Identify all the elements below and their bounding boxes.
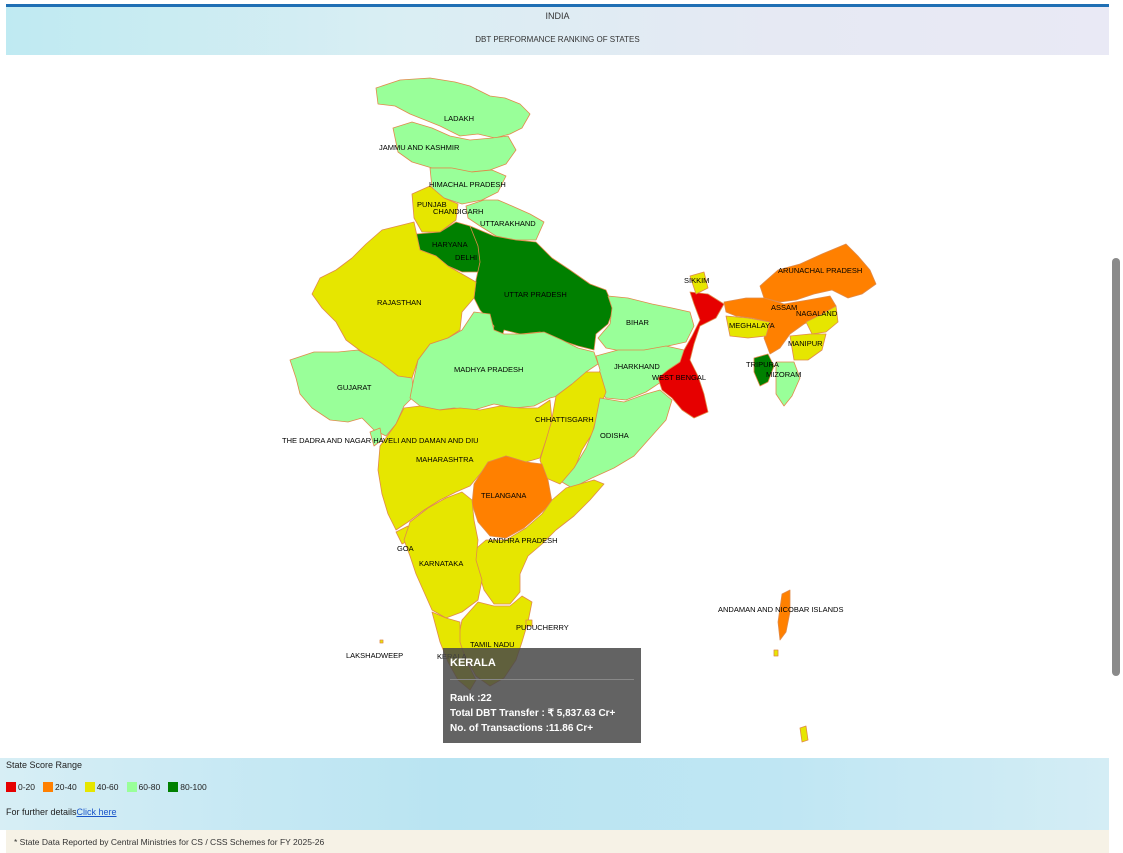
- label-mizoram: MIZORAM: [766, 370, 801, 379]
- label-uttarakhand: UTTARAKHAND: [480, 219, 536, 228]
- label-arunachal-pradesh: ARUNACHAL PRADESH: [778, 266, 862, 275]
- legend-swatch-lightgreen: [126, 782, 137, 792]
- footer-note: * State Data Reported by Central Ministr…: [14, 837, 325, 847]
- legend-swatch-yellow: [84, 782, 95, 792]
- map-header: INDIA DBT PERFORMANCE RANKING OF STATES: [6, 7, 1109, 55]
- legend-items: 0-20 20-40 40-60 60-80 80-100: [6, 782, 207, 792]
- state-uttarakhand[interactable]: [465, 199, 545, 241]
- state-arunachal-pradesh[interactable]: [759, 243, 877, 303]
- label-nagaland: NAGALAND: [796, 309, 838, 318]
- tooltip-rank: Rank :22: [450, 693, 492, 704]
- state-punjab[interactable]: [411, 185, 459, 233]
- nicobar-island: [799, 725, 809, 743]
- legend-label: 40-60: [96, 782, 119, 792]
- label-goa: GOA: [397, 544, 414, 553]
- state-karnataka[interactable]: [403, 491, 483, 619]
- label-west-bengal: WEST BENGAL: [652, 373, 706, 382]
- label-ladakh: LADAKH: [444, 114, 474, 123]
- label-madhya-pradesh: MADHYA PRADESH: [454, 365, 523, 374]
- label-meghalaya: MEGHALAYA: [729, 321, 775, 330]
- label-haryana: HARYANA: [432, 240, 468, 249]
- top-accent-bar: [6, 4, 1109, 7]
- label-punjab: PUNJAB: [417, 200, 447, 209]
- state-ladakh[interactable]: [375, 77, 531, 139]
- state-tripura[interactable]: [753, 353, 775, 387]
- label-lakshadweep: LAKSHADWEEP: [346, 651, 403, 660]
- label-telangana: TELANGANA: [481, 491, 526, 500]
- map-subtitle: DBT PERFORMANCE RANKING OF STATES: [475, 35, 640, 44]
- label-jharkhand: JHARKHAND: [614, 362, 660, 371]
- legend-panel: State Score Range 0-20 20-40 40-60 60-80…: [0, 758, 1109, 830]
- label-jammu-kashmir: JAMMU AND KASHMIR: [379, 143, 460, 152]
- tooltip-state-name: KERALA: [450, 657, 496, 669]
- tooltip-total-transfer: Total DBT Transfer : ₹ 5,837.63 Cr+: [450, 708, 616, 719]
- state-sikkim[interactable]: [689, 271, 709, 295]
- state-maharashtra[interactable]: [377, 399, 553, 531]
- tooltip-divider: [450, 679, 634, 680]
- map-title: INDIA: [545, 11, 570, 21]
- click-here-link[interactable]: Click here: [76, 807, 117, 817]
- state-puducherry[interactable]: [525, 619, 533, 627]
- legend-swatch-orange: [43, 782, 54, 792]
- legend-item-0-20: 0-20: [6, 782, 35, 792]
- label-bihar: BIHAR: [626, 318, 650, 327]
- further-details-text: For further details: [6, 807, 77, 817]
- legend-swatch-red: [6, 782, 16, 792]
- state-assam[interactable]: [723, 295, 837, 355]
- label-tamil-nadu: TAMIL NADU: [470, 640, 515, 649]
- legend-label: 20-40: [55, 782, 77, 792]
- label-manipur: MANIPUR: [788, 339, 823, 348]
- label-sikkim: SIKKIM: [684, 276, 709, 285]
- state-tooltip: KERALA Rank :22 Total DBT Transfer : ₹ 5…: [443, 648, 641, 743]
- label-puducherry: PUDUCHERRY: [516, 623, 569, 632]
- legend-swatch-darkgreen: [168, 782, 179, 792]
- label-chhattisgarh: CHHATTISGARH: [535, 415, 594, 424]
- label-rajasthan: RAJASTHAN: [377, 298, 422, 307]
- legend-item-80-100: 80-100: [168, 782, 207, 792]
- state-odisha[interactable]: [561, 389, 673, 489]
- label-maharashtra: MAHARASHTRA: [416, 455, 474, 464]
- label-andaman-nicobar: ANDAMAN AND NICOBAR ISLANDS: [718, 605, 843, 614]
- india-map-container: LADAKH JAMMU AND KASHMIR HIMACHAL PRADES…: [6, 55, 1109, 758]
- state-meghalaya[interactable]: [725, 315, 771, 339]
- legend-item-40-60: 40-60: [84, 782, 119, 792]
- state-rajasthan[interactable]: [311, 221, 477, 379]
- label-gujarat: GUJARAT: [337, 383, 372, 392]
- state-lakshadweep[interactable]: [379, 639, 384, 644]
- label-odisha: ODISHA: [600, 431, 629, 440]
- andaman-island-small: [773, 649, 779, 657]
- label-dnhdd: THE DADRA AND NAGAR HAVELI AND DAMAN AND…: [282, 436, 479, 445]
- state-bihar[interactable]: [597, 295, 695, 353]
- label-karnataka: KARNATAKA: [419, 559, 463, 568]
- label-chandigarh: CHANDIGARH: [433, 207, 483, 216]
- legend-label: 60-80: [138, 782, 161, 792]
- footer-note-bar: * State Data Reported by Central Ministr…: [6, 830, 1109, 853]
- state-andhra-pradesh[interactable]: [471, 479, 605, 605]
- state-dnhdd[interactable]: [369, 427, 383, 447]
- legend-item-20-40: 20-40: [43, 782, 77, 792]
- state-andaman-nicobar[interactable]: [777, 589, 791, 641]
- further-details: For further detailsClick here: [6, 807, 117, 817]
- state-mizoram[interactable]: [775, 361, 801, 407]
- label-delhi: DELHI: [455, 253, 477, 262]
- legend-label: 80-100: [180, 782, 207, 792]
- state-jammu-kashmir[interactable]: [392, 121, 517, 173]
- state-west-bengal[interactable]: [657, 291, 725, 419]
- india-map: LADAKH JAMMU AND KASHMIR HIMACHAL PRADES…: [282, 77, 877, 743]
- label-andhra-pradesh: ANDHRA PRADESH: [488, 536, 558, 545]
- label-tripura: TRIPURA: [746, 360, 779, 369]
- vertical-scrollbar[interactable]: [1112, 258, 1120, 676]
- legend-title: State Score Range: [6, 760, 83, 770]
- label-uttar-pradesh: UTTAR PRADESH: [504, 290, 567, 299]
- state-uttar-pradesh[interactable]: [469, 225, 615, 351]
- legend-label: 0-20: [18, 782, 36, 792]
- label-assam: ASSAM: [771, 303, 797, 312]
- label-himachal-pradesh: HIMACHAL PRADESH: [429, 180, 506, 189]
- legend-item-60-80: 60-80: [126, 782, 161, 792]
- state-manipur[interactable]: [789, 333, 827, 361]
- tooltip-transactions: No. of Transactions :11.86 Cr+: [450, 723, 594, 734]
